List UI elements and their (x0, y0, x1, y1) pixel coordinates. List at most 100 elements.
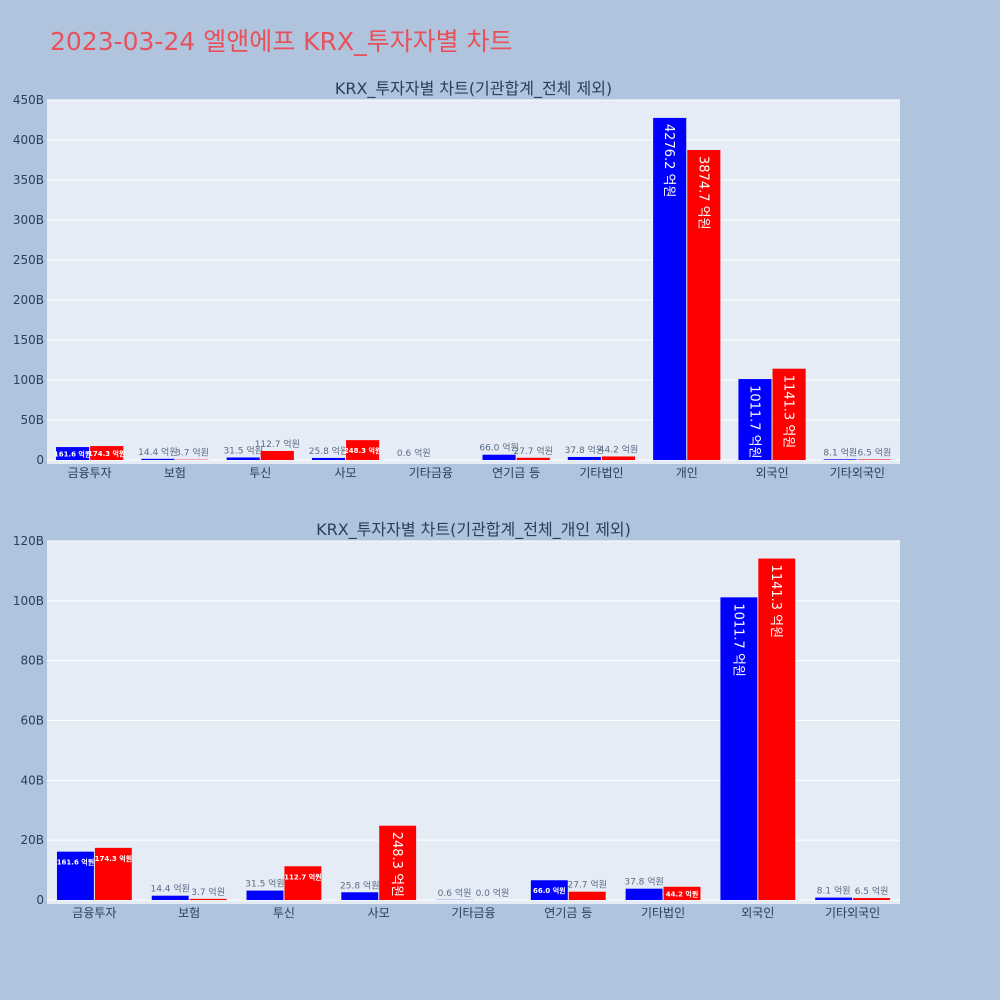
sell-bar-8 (853, 898, 891, 900)
bar-label: 27.7 억원 (567, 879, 606, 891)
chart-title: KRX_투자자별 차트(기관합계_전체 제외) (335, 79, 612, 99)
x-tick-label: 보험 (178, 906, 200, 920)
bar-label: 174.3 억원 (95, 854, 132, 863)
chart-2: 0 20B 40B 60B 80B 100B 120B KRX_투자자별 차트(기관합계_전체… (13, 520, 900, 920)
buy-bar-0 (56, 447, 90, 460)
sell-bar-1 (189, 898, 227, 900)
sell-bar-3 (379, 825, 417, 900)
y-tick-label: 350B (13, 173, 44, 187)
bar-label: 44.2 억원 (599, 443, 638, 455)
x-tick-label: 사모 (335, 466, 357, 480)
x-tick-label: 기타금융 (409, 466, 453, 480)
buy-bar-9 (823, 459, 857, 460)
chart-title: KRX_투자자별 차트(기관합계_전체_개인 제외) (316, 520, 631, 540)
bar-label: 161.6 억원 (57, 858, 94, 867)
sell-bar-9 (857, 459, 891, 460)
y-tick-label: 250B (13, 253, 44, 267)
x-tick-label: 사모 (368, 906, 390, 920)
bar-label: 27.7 억원 (513, 445, 552, 457)
y-tick-label: 0 (36, 453, 44, 467)
y-tick-label: 100B (13, 594, 44, 608)
y-tick-label: 20B (20, 833, 44, 847)
buy-bar-8 (738, 379, 772, 460)
bar-label: 37.8 억원 (624, 876, 663, 888)
plot-area (47, 100, 900, 464)
x-tick-label: 금융투자 (72, 906, 116, 920)
y-tick-label: 150B (13, 333, 44, 347)
sell-bar-2 (260, 450, 294, 460)
x-tick-label: 외국인 (755, 466, 788, 480)
buy-bar-2 (246, 890, 284, 900)
bar-label: 1141.3 억원 (768, 565, 783, 639)
x-tick-label: 개인 (676, 466, 698, 480)
bar-label: 4276.2 억원 (661, 124, 676, 198)
x-tick-label: 연기금 등 (492, 466, 540, 480)
chart-1: 0 50B 100B 150B 200B 250B 300B 350B 400B 450B KRX_… (13, 79, 900, 480)
x-tick-label: 투신 (273, 906, 295, 920)
bar-label: 66.0 억원 (533, 886, 566, 895)
plot-area (47, 541, 900, 904)
buy-bar-7 (720, 597, 758, 900)
buy-bar-3 (311, 457, 346, 460)
y-tick-label: 450B (13, 93, 44, 107)
buy-bar-3 (341, 892, 379, 900)
bar-label: 25.8 억원 (309, 445, 348, 457)
sell-bar-0 (94, 847, 132, 900)
bar-label: 1011.7 억원 (730, 603, 745, 677)
y-tick-label: 400B (13, 133, 44, 147)
y-tick-label: 50B (20, 413, 44, 427)
sell-bar-2 (284, 866, 322, 900)
bar-label: 66.0 억원 (479, 442, 518, 454)
buy-bar-0 (56, 851, 94, 900)
sell-bar-7 (758, 558, 796, 900)
buy-bar-7 (653, 117, 687, 461)
x-tick-label: 기타법인 (579, 466, 623, 480)
sell-bar-7 (687, 150, 721, 461)
y-tick-label: 300B (13, 213, 44, 227)
bar-label: 14.4 억원 (150, 883, 189, 895)
buy-bar-6 (567, 456, 601, 460)
bar-label: 31.5 억원 (223, 444, 262, 456)
bar-label: 1011.7 억원 (746, 385, 761, 459)
sell-bar-5 (568, 891, 606, 900)
bar-label: 112.7 억원 (255, 438, 300, 450)
sell-bar-6 (601, 456, 636, 460)
bar-label: 3.7 억원 (175, 447, 209, 459)
x-tick-label: 기타법인 (641, 906, 685, 920)
sell-bar-8 (772, 368, 806, 460)
sell-bar-5 (516, 457, 550, 460)
bar-label: 44.2 억원 (666, 889, 699, 898)
y-tick-label: 80B (20, 654, 44, 668)
y-tick-label: 0 (36, 893, 44, 907)
buy-bar-1 (141, 458, 175, 460)
buy-bar-6 (625, 888, 663, 900)
bar-label: 8.1 억원 (817, 885, 851, 897)
y-tick-label: 120B (13, 534, 44, 548)
x-tick-label: 기타외국인 (830, 466, 885, 480)
x-tick-label: 금융투자 (68, 466, 112, 480)
bar-label: 0.6 억원 (397, 447, 431, 459)
x-tick-label: 연기금 등 (544, 906, 592, 920)
bar-label: 3.7 억원 (191, 886, 225, 898)
y-tick-label: 40B (20, 773, 44, 787)
page-title: 2023-03-24 엘앤에프 KRX_투자자별 차트 (50, 27, 513, 56)
x-tick-label: 외국인 (741, 906, 774, 920)
bar-label: 0.6 억원 (438, 887, 472, 899)
bar-label: 1141.3 억원 (781, 375, 796, 449)
sell-bar-3 (346, 440, 380, 460)
bar-label: 6.5 억원 (855, 885, 889, 897)
bar-label: 174.3 억원 (88, 449, 125, 458)
bar-label: 8.1 억원 (823, 446, 857, 458)
bar-label: 248.3 억원 (344, 446, 381, 455)
sell-bar-0 (90, 446, 124, 460)
bar-label: 25.8 억원 (340, 879, 379, 891)
x-tick-label: 기타외국인 (825, 906, 880, 920)
bar-label: 6.5 억원 (858, 446, 892, 458)
bar-label: 14.4 억원 (138, 446, 177, 458)
buy-bar-2 (226, 457, 260, 460)
x-tick-label: 기타금융 (451, 906, 495, 920)
bar-label: 31.5 억원 (245, 878, 284, 890)
y-tick-label: 100B (13, 373, 44, 387)
x-tick-label: 투신 (249, 466, 271, 480)
bar-label: 161.6 억원 (54, 450, 91, 459)
